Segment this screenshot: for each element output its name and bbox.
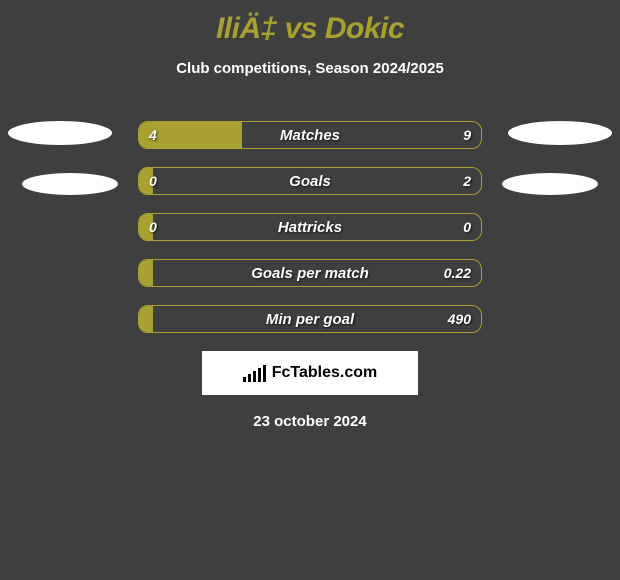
page-subtitle: Club competitions, Season 2024/2025: [0, 60, 620, 77]
stat-label: Matches: [139, 122, 481, 148]
stat-right-value: 9: [463, 122, 471, 148]
stat-label: Hattricks: [139, 214, 481, 240]
stat-bar: 0Goals2: [138, 167, 482, 195]
stat-bar: Goals per match0.22: [138, 259, 482, 287]
stat-right-value: 0.22: [444, 260, 471, 286]
stat-right-value: 490: [448, 306, 471, 332]
stat-label: Goals: [139, 168, 481, 194]
stat-label: Min per goal: [139, 306, 481, 332]
stats-area: 4Matches90Goals20Hattricks0Goals per mat…: [0, 121, 620, 430]
player-left-photo-placeholder: [8, 121, 112, 145]
stat-label: Goals per match: [139, 260, 481, 286]
brand-logo-icon: [243, 364, 266, 382]
stat-right-value: 0: [463, 214, 471, 240]
stat-bar: Min per goal490: [138, 305, 482, 333]
snapshot-date: 23 october 2024: [0, 413, 620, 430]
player-right-photo-placeholder: [508, 121, 612, 145]
stat-right-value: 2: [463, 168, 471, 194]
page-title: IliÄ‡ vs Dokic: [0, 0, 620, 46]
brand-box: FcTables.com: [202, 351, 418, 395]
team-left-logo-placeholder: [22, 173, 118, 195]
brand-text: FcTables.com: [272, 364, 378, 382]
team-right-logo-placeholder: [502, 173, 598, 195]
stat-bar: 4Matches9: [138, 121, 482, 149]
bars-container: 4Matches90Goals20Hattricks0Goals per mat…: [0, 121, 620, 333]
stat-bar: 0Hattricks0: [138, 213, 482, 241]
